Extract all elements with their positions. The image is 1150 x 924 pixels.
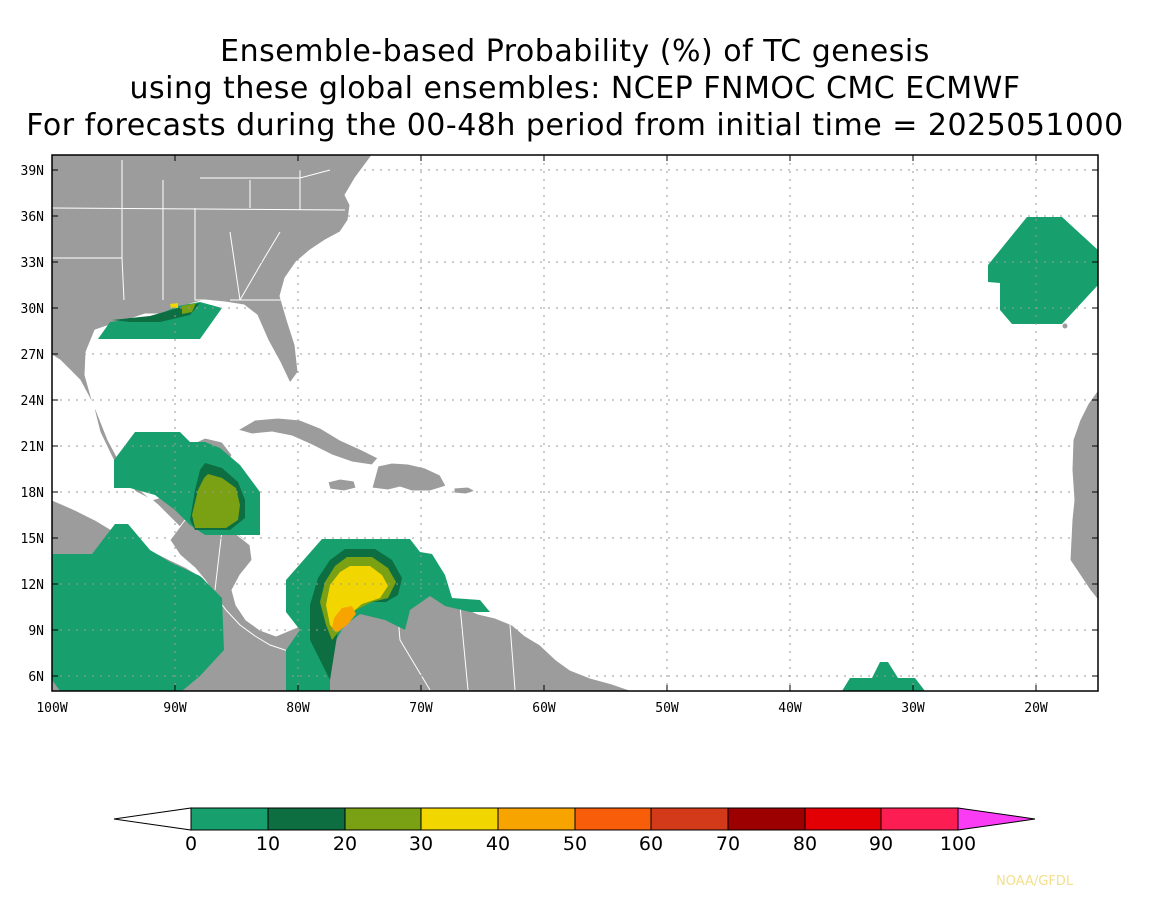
lat-label: 6N (28, 670, 44, 685)
genesis-region-central-atlantic (842, 662, 925, 691)
gulf-coast-contour-30 (170, 303, 178, 308)
genesis-region-eastern-pacific (52, 524, 224, 691)
colorbar-label: 80 (793, 833, 817, 855)
land-africa (1069, 389, 1098, 601)
title-line-1: Ensemble-based Probability (%) of TC gen… (220, 34, 930, 69)
yucatan-contour-20 (192, 474, 240, 528)
title-line-2: using these global ensembles: NCEP FNMOC… (129, 71, 1021, 106)
colorbar-label: 10 (256, 833, 280, 855)
lat-label: 24N (21, 394, 44, 409)
colorbar-segment (267, 807, 346, 831)
colorbar-over-arrow (957, 807, 1036, 831)
lon-label: 50W (655, 701, 679, 716)
colorbar-segment (190, 807, 269, 831)
lat-ticks (52, 169, 1098, 677)
land-hispaniola (371, 462, 447, 492)
colorbar-segment (344, 807, 422, 831)
sw-caribbean-contour-40 (332, 606, 356, 632)
lat-label: 39N (21, 164, 44, 179)
colorbar-label: 60 (639, 833, 663, 855)
gulf-coast-contour-10 (112, 303, 200, 322)
credit-text: NOAA/GFDL (996, 874, 1074, 889)
colorbar-segment (804, 807, 882, 831)
lon-ticks (51, 155, 1037, 691)
land-canary-islands (1062, 323, 1068, 329)
land-jamaica (327, 478, 357, 492)
lon-label: 30W (901, 701, 925, 716)
lon-label: 100W (36, 701, 67, 716)
colorbar-label: 90 (869, 833, 893, 855)
title-line-3: For forecasts during the 00-48h period f… (26, 108, 1124, 143)
colorbar-label: 50 (563, 833, 587, 855)
probability-contours (52, 217, 1098, 691)
colorbar-label: 20 (333, 833, 357, 855)
lat-label: 21N (21, 440, 44, 455)
lon-label: 60W (532, 701, 556, 716)
genesis-region-azores (988, 217, 1098, 324)
lat-labels: 39N 36N 33N 30N 27N 24N 21N 18N 15N 12N … (21, 164, 44, 685)
colorbar-label: 70 (716, 833, 740, 855)
colorbar-segment (880, 807, 959, 831)
colorbar-label: 30 (409, 833, 433, 855)
lon-label: 80W (286, 701, 310, 716)
lat-label: 30N (21, 302, 44, 317)
lon-label: 90W (163, 701, 187, 716)
colorbar: 0 10 20 30 40 50 60 70 80 90 100 (113, 807, 1036, 855)
colorbar-segment (574, 807, 652, 831)
colorbar-label: 0 (185, 833, 197, 855)
lat-label: 12N (21, 578, 44, 593)
lon-label: 70W (409, 701, 433, 716)
colorbar-under-arrow (113, 807, 192, 831)
colorbar-segment (497, 807, 576, 831)
graticule (52, 155, 1098, 691)
lat-label: 36N (21, 210, 44, 225)
land-cuba (236, 417, 379, 466)
lat-label: 15N (21, 532, 44, 547)
lon-labels: 100W 90W 80W 70W 60W 50W 40W 30W 20W (36, 701, 1048, 716)
colorbar-segment (727, 807, 806, 831)
lat-label: 9N (28, 624, 44, 639)
colorbar-segment (420, 807, 499, 831)
colorbar-label: 40 (486, 833, 510, 855)
lon-label: 20W (1024, 701, 1048, 716)
lat-label: 27N (21, 348, 44, 363)
map-frame (51, 154, 1099, 692)
lat-label: 18N (21, 486, 44, 501)
political-borders (52, 160, 516, 691)
lon-label: 40W (778, 701, 802, 716)
colorbar-label: 100 (940, 833, 976, 855)
lat-label: 33N (21, 256, 44, 271)
colorbar-segment (650, 807, 729, 831)
